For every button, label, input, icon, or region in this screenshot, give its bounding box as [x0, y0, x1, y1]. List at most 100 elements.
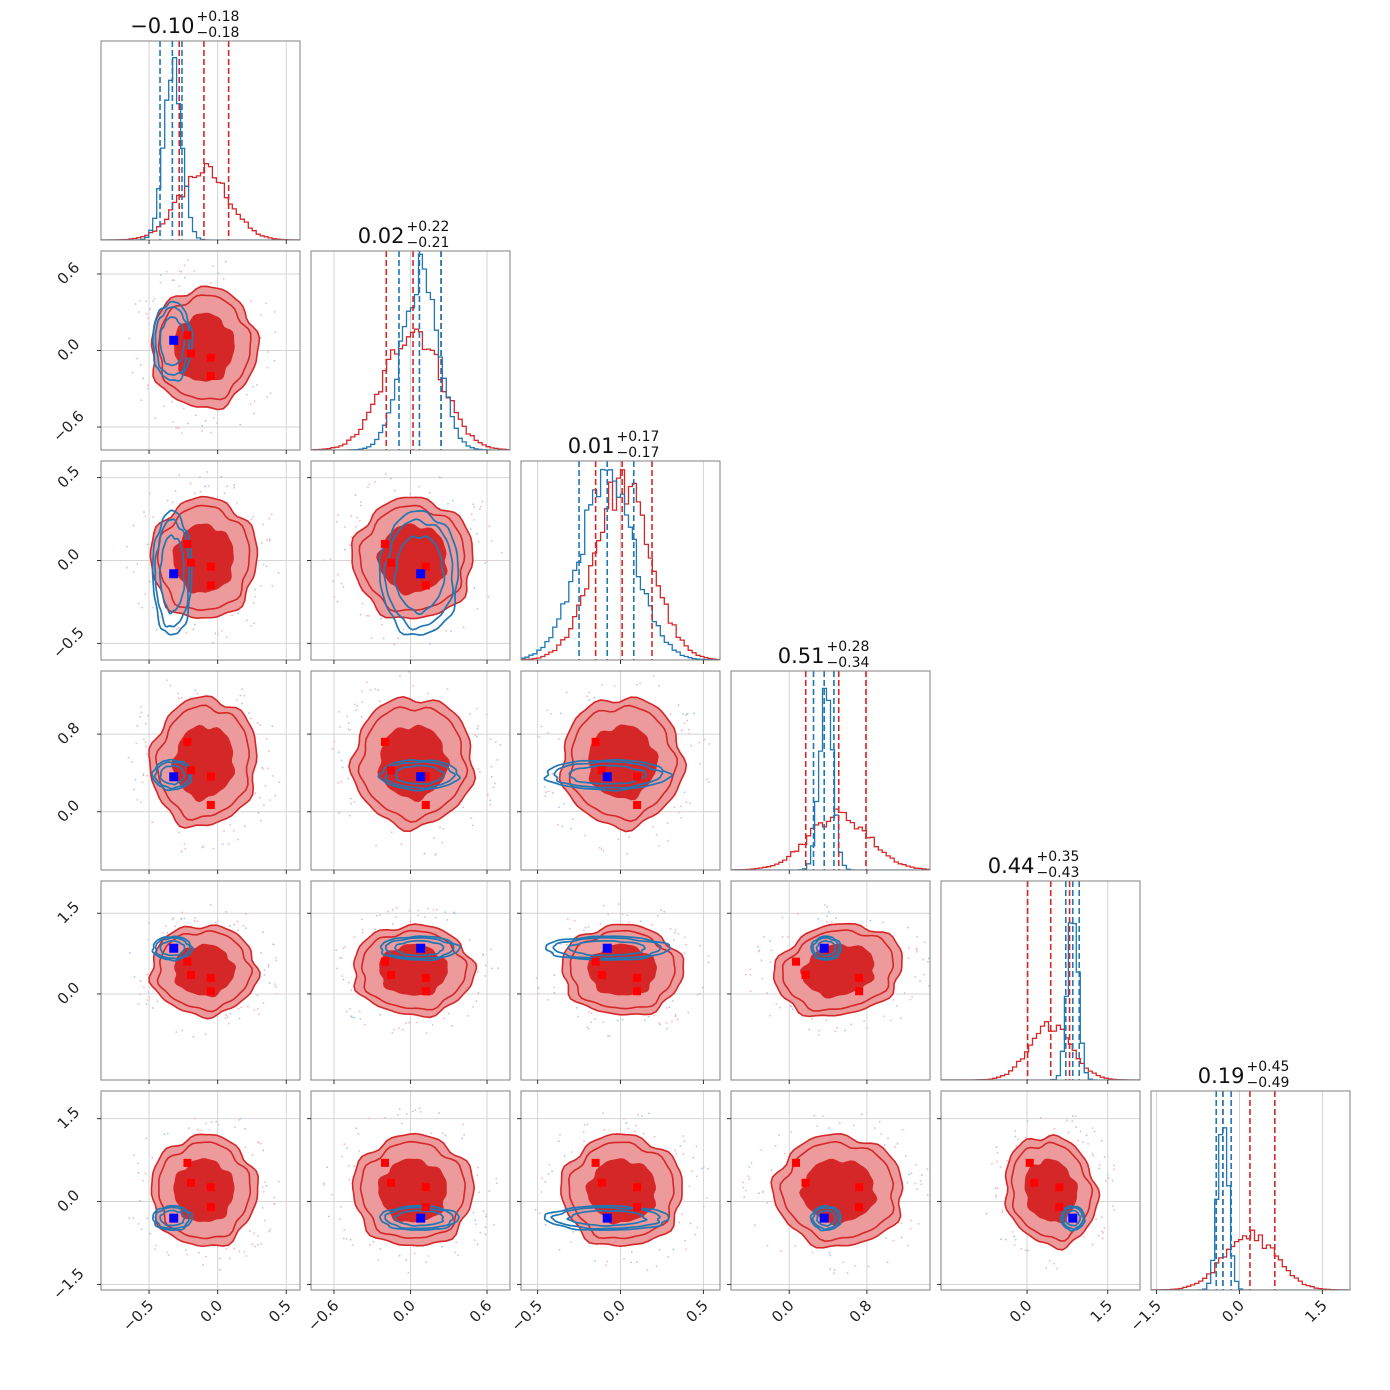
sample-point [748, 1178, 751, 1180]
sample-point [141, 606, 144, 609]
sample-point [1101, 1216, 1103, 1219]
blue-contour [568, 764, 647, 785]
sample-point [462, 806, 465, 809]
sample-point [359, 504, 362, 507]
sample-point [761, 1190, 764, 1193]
sample-point [140, 705, 142, 708]
sample-point [760, 959, 763, 962]
sample-point [126, 545, 128, 548]
sample-point [914, 1182, 917, 1185]
sample-point [266, 351, 269, 353]
sample-point [546, 709, 549, 712]
truth-marker-red [1055, 1183, 1064, 1192]
sample-point [701, 1167, 703, 1170]
sample-point [1001, 1211, 1004, 1214]
truth-marker-red [186, 1178, 195, 1187]
sample-point [473, 518, 476, 521]
sample-point [368, 483, 371, 486]
sample-point [409, 492, 411, 495]
sample-point [696, 1175, 698, 1178]
panel-frame [1150, 1090, 1351, 1291]
truth-marker-red [206, 772, 215, 781]
sample-point [1005, 1159, 1008, 1162]
sample-point [261, 1186, 264, 1188]
sample-point [689, 1222, 692, 1225]
sample-point [408, 1021, 411, 1024]
sample-point [587, 925, 590, 928]
sample-point [377, 1258, 380, 1261]
sample-point [322, 1182, 325, 1185]
sample-point [136, 563, 139, 565]
blue-contour [153, 761, 191, 790]
sample-point [263, 969, 266, 971]
sample-point [210, 431, 212, 434]
sample-point [350, 536, 353, 539]
sample-point [588, 1011, 590, 1013]
blue-contour [378, 510, 460, 636]
sample-point [357, 1132, 360, 1135]
sample-point [907, 926, 910, 929]
sample-point [141, 1179, 144, 1182]
sample-point [369, 1244, 371, 1246]
sample-point [680, 817, 682, 819]
sample-point [254, 1245, 257, 1248]
sample-point [547, 790, 550, 793]
sample-point [214, 667, 216, 669]
sample-point [1101, 1232, 1104, 1234]
sample-point [131, 761, 133, 764]
sample-point [534, 1208, 537, 1211]
sample-point [537, 987, 540, 990]
blue-contour [552, 936, 662, 960]
panel-1-0: −0.6 0.0 0.6 [49, 250, 301, 454]
sample-point [262, 1190, 265, 1193]
sample-point [250, 518, 253, 521]
sample-point [911, 995, 913, 998]
sample-point [900, 1222, 903, 1225]
sample-point [473, 506, 476, 509]
sample-point [236, 699, 239, 702]
blue-contour [816, 1209, 837, 1227]
sample-point [669, 927, 672, 930]
sample-point [867, 1265, 870, 1268]
sample-point [346, 715, 348, 718]
sample-point [677, 933, 680, 935]
truth-marker-red [855, 1203, 864, 1212]
sample-point [920, 1183, 923, 1186]
y-tick-label: 0.5 [54, 462, 84, 492]
sample-point [140, 711, 143, 714]
sample-point [683, 791, 686, 794]
sample-point [407, 1271, 410, 1274]
sample-point [143, 511, 145, 513]
sample-point [808, 1028, 811, 1031]
sample-point [277, 571, 280, 574]
sample-point [834, 1030, 837, 1033]
panel-5-0: −0.5 0.0 0.5 −1.5 0.0 1.5 [49, 1090, 301, 1335]
truth-marker-red [206, 1183, 215, 1192]
sample-point [176, 425, 179, 428]
sample-point [336, 967, 338, 970]
sample-point [236, 929, 239, 932]
sample-point [245, 619, 248, 622]
sample-point [252, 515, 255, 518]
sample-point [901, 1128, 904, 1131]
sample-point [353, 1165, 355, 1168]
sample-point [853, 1124, 855, 1127]
sample-point [441, 841, 444, 844]
blue-contour [811, 1206, 841, 1231]
sample-point [687, 1011, 690, 1014]
blue-contour [567, 940, 646, 957]
sample-point [417, 914, 419, 917]
panel-frame [100, 880, 301, 1081]
sample-point [242, 924, 245, 927]
sample-point [900, 1236, 903, 1239]
sample-point [774, 1145, 777, 1147]
sample-point [178, 285, 181, 288]
sample-point [323, 1184, 325, 1187]
sample-point [349, 1007, 351, 1010]
sample-point [896, 1005, 898, 1007]
sample-point [238, 1119, 240, 1121]
sample-point [779, 1006, 781, 1009]
sample-point [616, 1019, 619, 1022]
truth-marker-blue [416, 1213, 426, 1223]
sample-point [628, 921, 630, 923]
